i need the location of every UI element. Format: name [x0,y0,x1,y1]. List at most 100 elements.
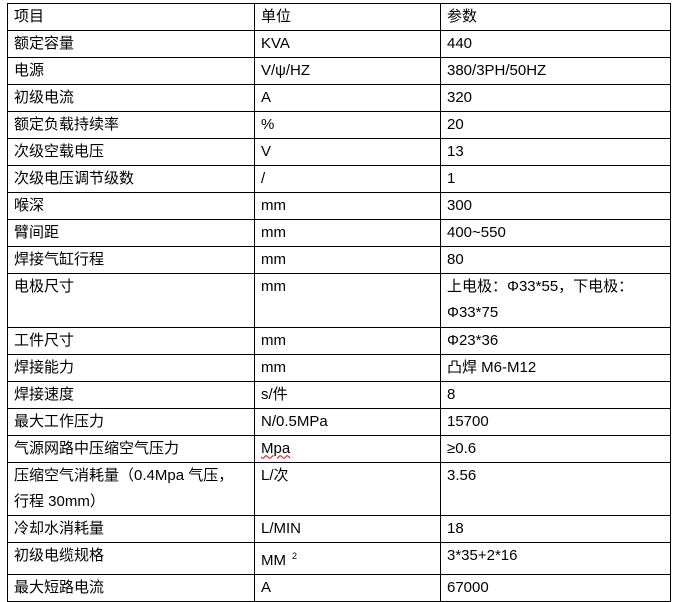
cell-value: 67000 [440,574,671,602]
cell-item: 次级空载电压 [7,138,255,166]
value-text: 400~550 [447,224,506,241]
item-text: 压缩空气消耗量（0.4Mpa 气压，行程 30mm） [14,466,234,510]
cell-unit: V/ψ/HZ [254,57,441,85]
table-row: 焊接速度 s/件 8 [7,380,671,409]
header-unit: 单位 [254,3,441,31]
cell-value: 80 [440,246,671,274]
value-text: 3.56 [447,466,477,484]
table-row: 臂间距 mm 400~550 [7,219,671,247]
superscript: 2 [292,551,298,561]
item-text: 焊接速度 [14,385,75,403]
table-row: 电极尺寸 mm 上电极：Φ33*55，下电极：Φ33*75 [7,273,671,328]
table-row: 次级空载电压 V 13 [7,138,671,166]
spec-table: 项目 单位 参数 额定容量 KVA 440 电源 V/ψ/HZ 380/3PH/50HZ 初… [7,3,671,602]
unit-text: L/MIN [261,520,302,537]
cell-unit: s/件 [254,380,441,409]
table-row: 焊接气缸行程 mm 80 [7,246,671,274]
value-text: 80 [447,251,464,268]
cell-unit: V [254,138,441,166]
cell-value: 1 [440,165,671,193]
unit-text: mm [261,224,286,241]
cell-unit: mm [254,326,441,355]
cell-item: 额定容量 [7,30,255,58]
cell-item: 气源网路中压缩空气压力 [7,434,255,463]
table-row: 最大工作压力 N/0.5MPa 15700 [7,407,671,436]
cell-value: 凸焊 M6-M12 [440,353,671,382]
cell-value: 380/3PH/50HZ [440,57,671,85]
item-text: 初级电流 [14,89,75,106]
cell-value: 320 [440,84,671,112]
cell-value: 13 [440,138,671,166]
item-text: 电极尺寸 [14,278,75,295]
table-row: 额定负载持续率% 20 [7,111,671,139]
cell-unit: mm [254,192,441,220]
unit-text: V [261,143,272,160]
cell-unit: MM 2 [254,542,441,575]
table-row: 最大短路电流 A 67000 [7,574,671,602]
cell-item: 臂间距 [7,219,255,247]
value-text: ≥0.6 [447,439,477,457]
value-text: 67000 [447,579,489,596]
value-text: 13 [447,143,464,160]
cell-value: 3.56 [440,461,671,516]
cell-item: 电源 [7,57,255,85]
unit-text: mm [261,331,286,349]
item-text: 额定容量 [14,35,75,52]
value-text: 18 [447,520,464,537]
cell-unit: mm [254,353,441,382]
table-row: 气源网路中压缩空气压力 Mpa ≥0.6 [7,434,671,463]
cell-unit: A [254,574,441,602]
unit-text: A [261,579,272,596]
cell-unit: A [254,84,441,112]
unit-text: L/次 [261,466,289,484]
item-text: 冷却水消耗量 [14,520,105,537]
item-text: 次级电压调节级数 [14,170,135,187]
item-text: 最大短路电流 [14,579,105,596]
item-text: 喉深 [14,197,45,214]
cell-item: 初级电流 [7,84,255,112]
header-item: 项目 [7,3,255,31]
cell-value: 20 [440,111,671,139]
value-text: 320 [447,89,473,106]
cell-value: 440 [440,30,671,58]
cell-unit: L/次 [254,461,441,516]
item-text: 焊接能力 [14,358,75,376]
cell-item: 焊接气缸行程 [7,246,255,274]
table-row: 喉深 mm 300 [7,192,671,220]
item-text: 次级空载电压 [14,143,105,160]
cell-item: 最大工作压力 [7,407,255,436]
table-row: 初级电流 A 320 [7,84,671,112]
value-text: 15700 [447,412,489,430]
value-text: Φ23*36 [447,331,499,349]
cell-item: 最大短路电流 [7,574,255,602]
cell-item: 压缩空气消耗量（0.4Mpa 气压，行程 30mm） [7,461,255,516]
table-row: 冷却水消耗量 L/MIN 18 [7,515,671,543]
unit-text: KVA [261,35,290,52]
cell-item: 额定负载持续率 [7,111,255,139]
cell-value: 8 [440,380,671,409]
item-text: 焊接气缸行程 [14,251,105,268]
unit-text: mm [261,251,286,268]
cell-value: 上电极：Φ33*55，下电极：Φ33*75 [440,273,671,328]
cell-unit: mm [254,219,441,247]
cell-item: 初级电缆规格 [7,542,255,575]
cell-item: 焊接速度 [7,380,255,409]
cell-item: 喉深 [7,192,255,220]
unit-text: MM [261,552,286,569]
item-text: 额定负载持续率 [14,116,120,133]
value-text: 440 [447,35,473,52]
item-text: 最大工作压力 [14,412,105,430]
cell-value: 18 [440,515,671,543]
table-row: 压缩空气消耗量（0.4Mpa 气压，行程 30mm） L/次 3.56 [7,461,671,516]
header-value: 参数 [440,3,671,31]
cell-value: Φ23*36 [440,326,671,355]
cell-value: 400~550 [440,219,671,247]
cell-item: 电极尺寸 [7,273,255,328]
cell-unit: mm [254,273,441,328]
cell-value: 3*35+2*16 [440,542,671,575]
item-text: 臂间距 [14,224,60,241]
cell-item: 冷却水消耗量 [7,515,255,543]
value-text: 3*35+2*16 [447,547,518,564]
item-text: 工件尺寸 [14,331,75,349]
unit-text: mm [261,197,286,214]
